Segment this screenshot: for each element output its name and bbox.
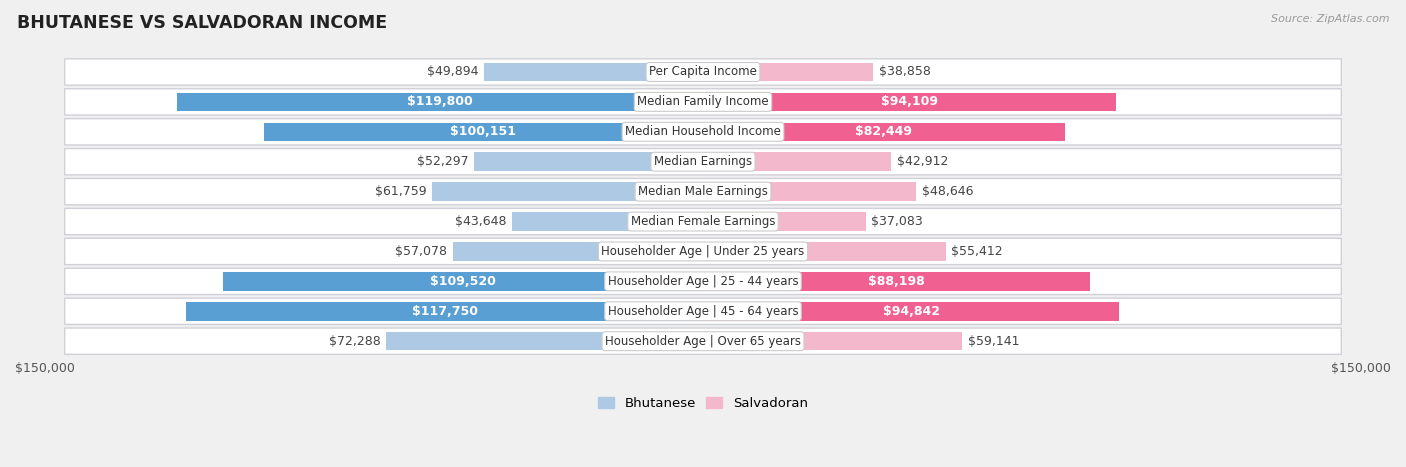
Text: Householder Age | Over 65 years: Householder Age | Over 65 years [605,335,801,348]
Bar [703,242,946,261]
Text: $37,083: $37,083 [870,215,922,228]
Legend: Bhutanese, Salvadoran: Bhutanese, Salvadoran [593,392,813,415]
Bar [512,212,703,231]
Text: Median Household Income: Median Household Income [626,125,780,138]
Text: $82,449: $82,449 [855,125,912,138]
Text: Source: ZipAtlas.com: Source: ZipAtlas.com [1271,14,1389,24]
Text: Per Capita Income: Per Capita Income [650,65,756,78]
FancyBboxPatch shape [65,268,1341,295]
Text: Householder Age | Under 25 years: Householder Age | Under 25 years [602,245,804,258]
Bar [703,63,873,81]
Text: $55,412: $55,412 [952,245,1002,258]
Bar [187,302,703,320]
Bar [703,212,866,231]
Text: BHUTANESE VS SALVADORAN INCOME: BHUTANESE VS SALVADORAN INCOME [17,14,387,32]
Bar [264,122,703,141]
Text: Median Earnings: Median Earnings [654,155,752,168]
Text: $100,151: $100,151 [450,125,516,138]
Text: $43,648: $43,648 [454,215,506,228]
Bar [703,302,1119,320]
Text: Householder Age | 25 - 44 years: Householder Age | 25 - 44 years [607,275,799,288]
Bar [484,63,703,81]
Bar [703,332,963,350]
Text: Householder Age | 45 - 64 years: Householder Age | 45 - 64 years [607,305,799,318]
Text: Median Family Income: Median Family Income [637,95,769,108]
Text: Median Female Earnings: Median Female Earnings [631,215,775,228]
Text: $57,078: $57,078 [395,245,447,258]
Bar [385,332,703,350]
Text: $52,297: $52,297 [416,155,468,168]
Bar [453,242,703,261]
Bar [703,122,1064,141]
FancyBboxPatch shape [65,149,1341,175]
Bar [703,92,1116,111]
FancyBboxPatch shape [65,119,1341,145]
FancyBboxPatch shape [65,178,1341,205]
Text: $72,288: $72,288 [329,335,381,348]
Text: Median Male Earnings: Median Male Earnings [638,185,768,198]
FancyBboxPatch shape [65,59,1341,85]
FancyBboxPatch shape [65,298,1341,325]
FancyBboxPatch shape [65,238,1341,265]
Text: $48,646: $48,646 [922,185,973,198]
Text: $94,842: $94,842 [883,305,939,318]
Text: $59,141: $59,141 [967,335,1019,348]
Bar [703,182,917,201]
Text: $49,894: $49,894 [427,65,479,78]
Bar [703,272,1090,290]
Text: $42,912: $42,912 [897,155,948,168]
Bar [177,92,703,111]
Bar [703,152,891,171]
Bar [474,152,703,171]
Text: $109,520: $109,520 [430,275,496,288]
Text: $88,198: $88,198 [868,275,925,288]
FancyBboxPatch shape [65,328,1341,354]
FancyBboxPatch shape [65,208,1341,235]
Text: $117,750: $117,750 [412,305,478,318]
Text: $119,800: $119,800 [408,95,472,108]
Text: $94,109: $94,109 [882,95,938,108]
Text: $61,759: $61,759 [375,185,427,198]
Bar [432,182,703,201]
Bar [222,272,703,290]
FancyBboxPatch shape [65,89,1341,115]
Text: $38,858: $38,858 [879,65,931,78]
